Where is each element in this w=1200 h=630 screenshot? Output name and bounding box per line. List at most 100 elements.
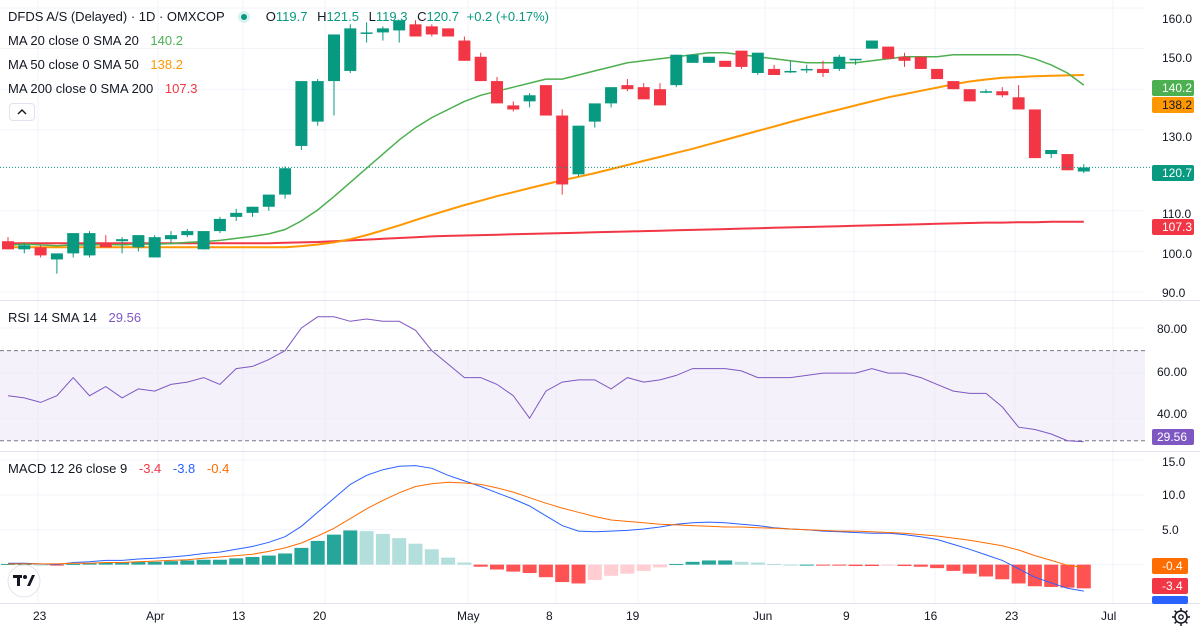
time-tick: Apr (146, 609, 165, 623)
macd-hist-bar (327, 534, 341, 565)
macd-axis[interactable]: 15.0 10.0 5.0 (1162, 455, 1186, 537)
candle-body (784, 70, 797, 73)
collapse-legend-button[interactable] (9, 103, 35, 121)
ohlc-close: C120.7 (417, 9, 459, 24)
rsi-label: RSI 14 SMA 14 (8, 310, 97, 325)
candle-body (328, 34, 340, 82)
candle-body (213, 218, 226, 232)
macd-hist-bar (408, 543, 423, 565)
macd-hist-bar (98, 562, 113, 565)
ma50-legend[interactable]: MA 50 close 0 SMA 50 138.2 (8, 57, 183, 73)
candle (279, 166, 292, 199)
time-axis[interactable]: 23 Apr 13 20 May 8 19 Jun 9 16 23 Jul (33, 609, 1116, 623)
candle (474, 52, 487, 82)
candle (1061, 154, 1074, 171)
macd-hist-bar (734, 561, 749, 565)
ma20-legend[interactable]: MA 20 close 0 SMA 20 140.2 (8, 33, 183, 49)
macd-hist-bar (783, 564, 798, 566)
candle (800, 64, 813, 73)
candle-body (898, 56, 911, 61)
time-tick: 23 (1005, 609, 1019, 623)
candle-body (442, 28, 455, 37)
candle (588, 103, 601, 128)
macd-legend[interactable]: MACD 12 26 close 9 -3.4 -3.8 -0.4 (8, 461, 229, 477)
candle-body (702, 56, 715, 63)
candle (833, 54, 846, 71)
rsi-tag: 29.56 (1152, 429, 1194, 445)
indicator-lines (7, 51, 1085, 592)
candle (735, 50, 748, 69)
time-tick: Jul (1101, 609, 1116, 623)
rsi-tick: 40.00 (1157, 407, 1187, 421)
macd-tag-macd (1152, 596, 1188, 604)
tradingview-logo-icon[interactable] (7, 564, 41, 598)
macd-hist-bar (1011, 564, 1026, 584)
candle (34, 245, 47, 258)
candle-body (230, 212, 243, 217)
candle-body (931, 68, 944, 80)
rsi-line (7, 316, 1084, 443)
candle-body (295, 81, 308, 146)
candle-body (279, 168, 292, 195)
macd-tag-hist-text: -3.4 (1162, 579, 1183, 593)
macd-hist-bar (864, 564, 879, 567)
macd-hist-bar (913, 564, 928, 567)
macd-hist-bar (995, 564, 1010, 580)
candle (50, 253, 63, 274)
macd-hist-bar (604, 564, 619, 576)
macd-hist-bar (1, 563, 15, 565)
macd-hist-bar (1027, 564, 1042, 587)
symbol-title[interactable]: DFDS A/S (Delayed) · 1D · OMXCOP (8, 9, 225, 24)
macd-hist-bar (701, 560, 716, 565)
rsi-legend[interactable]: RSI 14 SMA 14 29.56 (8, 310, 141, 326)
market-status-icon[interactable] (238, 11, 251, 23)
macd-tick: 5.0 (1162, 523, 1179, 537)
candle-body (116, 239, 129, 242)
macd-hist-bar (555, 564, 570, 583)
ohlc-open: O119.7 (265, 9, 308, 24)
candle (719, 60, 732, 67)
time-tick: 8 (546, 609, 553, 623)
price-tag-ma50: 138.2 (1152, 97, 1194, 113)
candle (442, 28, 455, 37)
rsi-axis[interactable]: 80.00 60.00 40.00 (1157, 322, 1187, 421)
macd-hist-bar (164, 561, 178, 565)
candle (262, 194, 275, 211)
rsi-tag-text: 29.56 (1157, 430, 1187, 444)
macd-hist-bar (848, 564, 863, 567)
rsi-value: 29.56 (108, 310, 142, 325)
macd-hist-bar (1044, 564, 1059, 587)
macd-hist-bar (278, 553, 293, 565)
macd-hist-bar (946, 564, 961, 571)
candle-body (1028, 109, 1041, 159)
pane-separators (0, 300, 1200, 604)
candle (898, 52, 911, 67)
candle-body (980, 91, 992, 93)
macd-hist-bar (131, 561, 146, 565)
candle (670, 54, 683, 88)
candle (311, 79, 324, 126)
candle-body (605, 87, 618, 104)
candle (947, 81, 960, 90)
candle (784, 60, 797, 73)
candle-body (768, 68, 781, 75)
settings-gear-icon[interactable] (1172, 608, 1190, 626)
candle-body (865, 40, 878, 49)
macd-hist-bar (115, 562, 130, 565)
candle-body (817, 68, 829, 73)
price-axis[interactable]: 160.0 150.0 130.0 110.0 100.0 90.0 (1162, 12, 1192, 300)
candle-body (654, 89, 666, 106)
ma200-legend[interactable]: MA 200 close 0 SMA 200 107.3 (8, 81, 197, 97)
macd-hist-bar (261, 555, 276, 565)
candle (99, 235, 112, 248)
candle-body (67, 233, 80, 254)
candle-body (197, 231, 210, 250)
ma50-line (8, 74, 1084, 249)
time-tick: 9 (843, 609, 850, 623)
candle-body (963, 89, 976, 102)
candle (621, 79, 634, 92)
candle (817, 60, 829, 78)
candlesticks[interactable] (2, 20, 1090, 274)
candle (197, 231, 210, 250)
